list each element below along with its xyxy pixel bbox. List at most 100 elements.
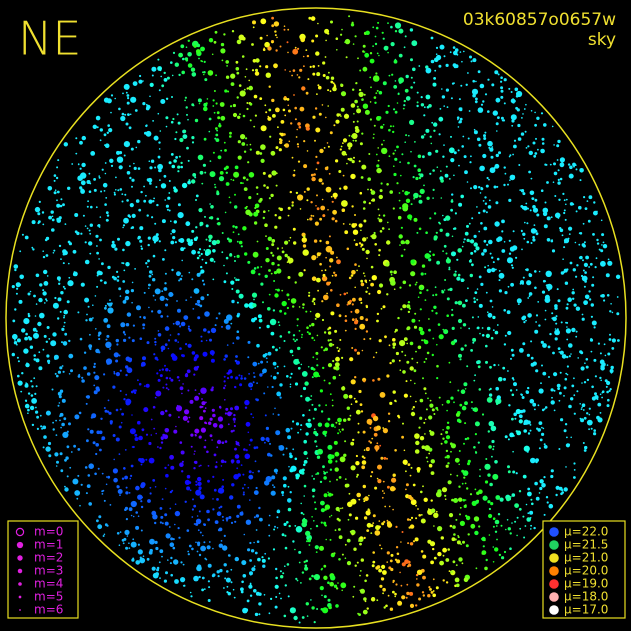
star: [436, 343, 438, 346]
star: [92, 415, 95, 418]
star: [434, 286, 437, 289]
star: [350, 173, 356, 180]
star: [127, 214, 131, 218]
star: [247, 486, 250, 489]
star: [461, 469, 465, 473]
star: [285, 427, 291, 433]
star: [444, 173, 449, 178]
star: [184, 500, 187, 503]
star: [402, 304, 407, 309]
star: [50, 340, 57, 347]
star: [465, 83, 468, 87]
star: [47, 361, 50, 365]
star: [132, 445, 135, 449]
star: [378, 520, 381, 522]
star: [457, 535, 459, 537]
star: [46, 275, 49, 277]
star: [385, 110, 389, 114]
star: [123, 398, 126, 401]
star: [218, 506, 221, 509]
star: [109, 420, 113, 424]
star: [330, 575, 336, 581]
star: [489, 387, 492, 390]
star: [233, 596, 236, 599]
star: [252, 59, 257, 63]
star: [316, 72, 321, 77]
star: [249, 541, 252, 545]
star: [284, 565, 286, 567]
star: [220, 115, 226, 121]
star: [495, 201, 499, 205]
magnitude-symbol: [15, 527, 25, 537]
star: [38, 200, 41, 203]
star: [229, 253, 232, 256]
star: [569, 165, 573, 170]
star: [323, 493, 328, 498]
star: [534, 481, 538, 486]
star: [332, 375, 337, 380]
star: [31, 220, 36, 225]
star: [246, 144, 248, 146]
star: [381, 147, 388, 155]
star: [332, 209, 337, 215]
star: [370, 475, 372, 478]
star: [479, 165, 485, 172]
star: [433, 305, 437, 309]
star: [435, 149, 439, 153]
star: [504, 172, 507, 175]
star: [445, 232, 450, 237]
star: [308, 294, 311, 297]
star: [27, 392, 31, 395]
star: [166, 76, 170, 80]
star: [392, 130, 395, 134]
star: [203, 71, 206, 74]
star: [371, 275, 377, 281]
star: [267, 307, 271, 311]
star: [157, 330, 160, 332]
star: [487, 140, 493, 147]
star: [261, 556, 264, 559]
star: [419, 330, 425, 336]
star: [323, 471, 327, 475]
star: [378, 54, 380, 57]
star: [565, 306, 569, 310]
star: [232, 112, 238, 118]
star: [196, 299, 201, 304]
star: [244, 453, 251, 460]
star: [208, 245, 211, 248]
star: [181, 470, 184, 473]
star: [269, 318, 277, 326]
star: [258, 273, 261, 276]
star: [314, 501, 316, 504]
star: [340, 107, 345, 112]
star: [221, 325, 223, 328]
star: [287, 595, 290, 598]
star: [366, 418, 373, 425]
star: [414, 537, 419, 542]
star: [297, 160, 301, 163]
star: [292, 173, 296, 177]
star: [95, 452, 98, 456]
star: [315, 445, 318, 448]
star: [211, 240, 217, 246]
star: [203, 588, 206, 590]
star: [128, 507, 133, 512]
star: [315, 205, 317, 207]
star: [344, 440, 347, 443]
star: [376, 79, 378, 82]
star: [530, 340, 533, 343]
star: [573, 394, 576, 397]
star: [259, 197, 263, 202]
star: [395, 583, 398, 586]
star: [200, 335, 203, 338]
star: [245, 209, 251, 216]
star: [276, 372, 279, 375]
star: [484, 266, 487, 269]
star: [440, 442, 443, 445]
star: [250, 388, 253, 391]
star: [274, 225, 278, 229]
star: [510, 282, 514, 287]
star: [145, 124, 148, 128]
star: [328, 342, 333, 347]
star: [450, 443, 456, 449]
